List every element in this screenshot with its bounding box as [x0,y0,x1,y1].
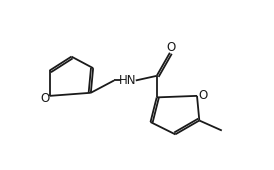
Text: O: O [166,41,175,54]
Text: O: O [41,92,50,105]
Text: HN: HN [119,74,137,87]
Text: O: O [199,89,208,102]
